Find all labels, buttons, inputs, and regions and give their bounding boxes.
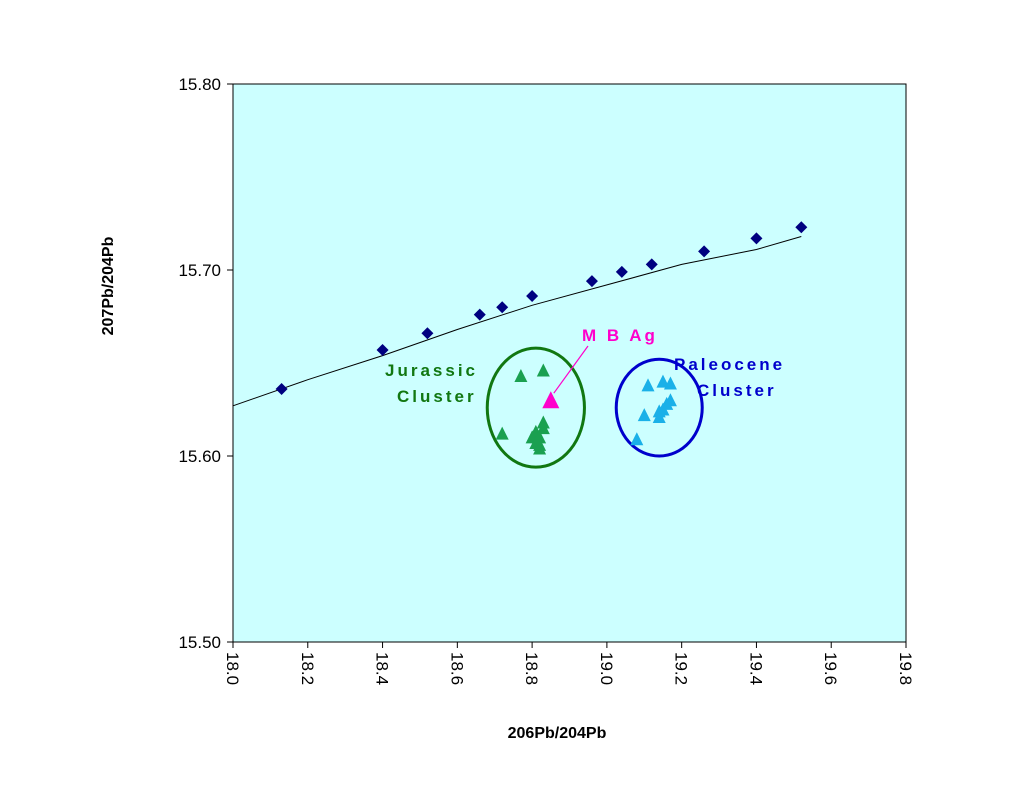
x-tick-label: 18.8 [522, 652, 541, 685]
jurassic-cluster-label-line2: Cluster [397, 387, 477, 406]
y-tick-label: 15.80 [178, 75, 221, 94]
y-axis-label: 207Pb/204Pb [100, 236, 117, 335]
triangle-point [533, 430, 547, 444]
triangle-point [536, 415, 550, 429]
x-tick-label: 19.8 [896, 652, 915, 685]
diamond-point [615, 265, 628, 278]
y-tick-label: 15.60 [178, 447, 221, 466]
diamond-point [750, 232, 763, 245]
diamond-point [795, 221, 808, 234]
triangle-point [536, 363, 550, 377]
y-tick-label: 15.50 [178, 633, 221, 652]
triangle-point [514, 369, 528, 383]
triangle-point [641, 378, 655, 392]
x-tick-label: 18.6 [447, 652, 466, 685]
triangle-point [663, 376, 677, 390]
mb-ag-pointer [553, 345, 589, 394]
x-tick-label: 19.4 [746, 652, 765, 685]
x-tick-label: 18.2 [298, 652, 317, 685]
cluster-ellipses [485, 346, 704, 469]
paleocene-cluster-label-line1: Paleocene [674, 355, 785, 374]
mb-ag-label: M B Ag [582, 326, 658, 345]
triangle-point [630, 432, 644, 446]
diamond-point [421, 327, 434, 340]
paleocene-cluster-label-line2: Cluster [697, 381, 777, 400]
trend-curve [232, 236, 802, 407]
x-tick-label: 19.0 [597, 652, 616, 685]
diamond-point [496, 301, 509, 314]
diamond-point [473, 308, 486, 321]
paleocene-cluster-ellipse [614, 357, 704, 458]
triangle-point [656, 374, 670, 388]
diamond-point [585, 275, 598, 288]
x-tick-label: 18.0 [223, 652, 242, 685]
triangle-point [533, 441, 547, 455]
jurassic-cluster-ellipse [485, 346, 586, 469]
x-tick-label: 19.6 [821, 652, 840, 685]
y-axis-ticks: 15.50 15.60 15.70 15.80 [178, 75, 233, 652]
diamond-point [645, 258, 658, 271]
y-tick-label: 15.70 [178, 261, 221, 280]
diamond-point [275, 383, 288, 396]
diamond-point [698, 245, 711, 258]
triangle-point [663, 393, 677, 407]
trend-line [232, 236, 802, 407]
data-points [275, 221, 808, 455]
triangle-point [495, 426, 509, 440]
mb-ag-point [542, 391, 560, 409]
jurassic-cluster-label-line1: Jurassic [385, 361, 478, 380]
diamond-point [376, 343, 389, 356]
triangle-point [637, 408, 651, 422]
x-tick-label: 19.2 [672, 652, 691, 685]
x-axis-ticks: 18.0 18.2 18.4 18.6 18.8 19.0 19.2 19.4 19.6 19.8 [223, 642, 915, 685]
diamond-point [526, 290, 539, 303]
x-tick-label: 18.4 [373, 652, 392, 685]
x-axis-label: 206Pb/204Pb [508, 725, 607, 742]
